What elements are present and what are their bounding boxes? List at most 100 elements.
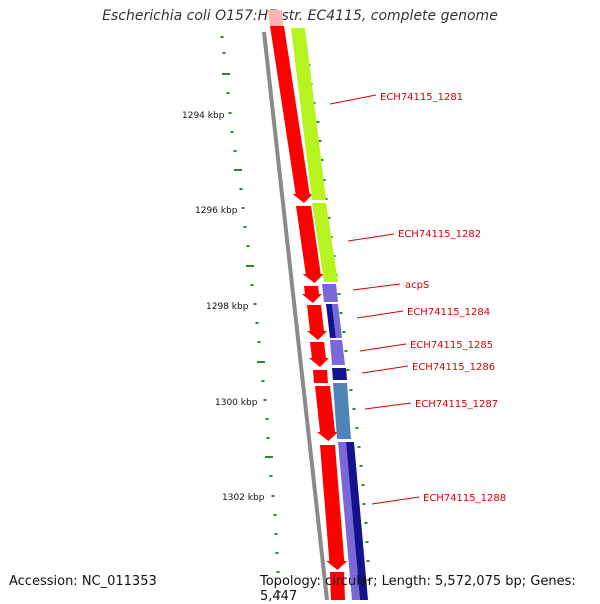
scale-tick: [327, 217, 331, 219]
gene-label[interactable]: ECH74115_1285: [410, 340, 493, 351]
scale-label: 1296 kbp: [195, 206, 238, 216]
gene-leader-line: [352, 283, 401, 291]
scale-labels: 1294 kbp 1296 kbp 1298 kbp 1300 kbp 1302 kbp: [182, 111, 265, 503]
feature-block-ech74115-1288-b: [346, 442, 368, 600]
gene-leader-line: [371, 496, 420, 505]
cds-arrow: [320, 445, 348, 570]
gene-label[interactable]: ECH74115_1288: [423, 493, 506, 504]
scale-tick: [346, 369, 350, 371]
scale-tick: [344, 350, 348, 352]
feature-block-ech74115-1282: [312, 203, 338, 282]
scale-tick: [362, 503, 366, 505]
scale-tick: [250, 284, 254, 286]
scale-label: 1294 kbp: [182, 111, 225, 121]
cds-arrow: [306, 305, 327, 340]
scale-tick: [266, 437, 270, 439]
feature-block-acps: [322, 284, 338, 302]
scale-tick: [222, 52, 226, 54]
scale-tick: [316, 121, 320, 123]
cds-arrows: [268, 10, 348, 600]
scale-tick: [273, 514, 277, 516]
feature-block-ech74115-1288: [338, 442, 360, 600]
gene-labels: ECH74115_1281 ECH74115_1282 acpS ECH74115_1…: [329, 92, 506, 505]
scale-tick: [275, 552, 279, 554]
feature-block-ech74115-1286: [332, 368, 347, 380]
scale-tick: [265, 418, 269, 420]
cds-arrow: [308, 342, 329, 367]
feature-blocks: [291, 28, 368, 600]
cds-arrow: [330, 572, 345, 600]
scale-tick: [337, 293, 341, 295]
scale-tick: [367, 579, 371, 581]
scale-tick: [269, 475, 273, 477]
scale-tick: [261, 380, 265, 382]
scale-tick: [228, 112, 232, 114]
gene-label[interactable]: ECH74115_1282: [398, 229, 481, 240]
scale-tick: [352, 408, 356, 410]
scale-tick: [271, 495, 275, 497]
scale-tick: [276, 571, 280, 573]
gene-leader-line: [356, 310, 404, 319]
scale-tick: [365, 541, 369, 543]
feature-block-ech74115-1284: [326, 304, 336, 338]
scale-label: 1300 kbp: [215, 398, 258, 408]
scale-tick: [274, 533, 278, 535]
scale-tick: [324, 198, 328, 200]
feature-block-edge: [332, 304, 342, 338]
gene-leader-line: [347, 233, 395, 242]
scale-tick: [355, 427, 359, 429]
cds-arrow: [301, 286, 322, 303]
scale-tick: [359, 465, 363, 467]
scale-label: 1302 kbp: [222, 493, 265, 503]
scale-tick: [342, 331, 346, 333]
scale-tick: [243, 226, 247, 228]
scale-tick: [277, 591, 281, 593]
gene-leader-line: [364, 402, 412, 410]
scale-tick: [222, 73, 230, 75]
scale-tick: [257, 341, 261, 343]
scale-tick: [320, 159, 324, 161]
scale-tick: [318, 140, 322, 142]
cds-arrow: [313, 370, 328, 383]
gene-label[interactable]: ECH74115_1281: [380, 92, 463, 103]
feature-block-ech74115-1281: [291, 28, 326, 200]
scale-tick: [257, 361, 265, 363]
gene-label[interactable]: acpS: [405, 280, 429, 291]
cds-arrow: [296, 206, 324, 283]
scale-tick: [239, 188, 243, 190]
scale-tick: [357, 446, 361, 448]
scale-tick: [265, 456, 273, 458]
backbone-line: [262, 31, 329, 600]
gene-label[interactable]: ECH74115_1287: [415, 399, 498, 410]
gene-label[interactable]: ECH74115_1284: [407, 307, 490, 318]
scale-tick: [220, 36, 224, 38]
scale-tick: [226, 92, 230, 94]
gene-label[interactable]: ECH74115_1286: [412, 362, 495, 373]
scale-tick: [234, 169, 242, 171]
scale-tick: [339, 312, 343, 314]
gene-leader-line: [359, 343, 407, 352]
scale-tick: [366, 560, 370, 562]
cds-arrow: [270, 26, 313, 203]
scale-tick: [364, 522, 368, 524]
scale-tick: [253, 303, 257, 305]
scale-tick: [349, 389, 353, 391]
scale-tick: [233, 150, 237, 152]
scale-tick: [246, 265, 254, 267]
gene-leader-line: [329, 94, 377, 105]
scale-tick: [322, 179, 326, 181]
accession-text: Accession: NC_011353: [9, 574, 157, 589]
genome-title: Escherichia coli O157:H7 str. EC4115, co…: [102, 8, 498, 24]
feature-block-ech74115-1285: [330, 340, 345, 365]
scale-tick: [246, 245, 250, 247]
scale-tick: [361, 484, 365, 486]
cds-arrow-faded: [268, 10, 283, 26]
scale-tick: [255, 322, 259, 324]
gene-leader-line: [361, 365, 409, 374]
scale-tick: [263, 399, 267, 401]
feature-block-ech74115-1287: [333, 383, 351, 439]
scale-tick: [241, 207, 245, 209]
cds-arrow: [315, 386, 339, 441]
scale-tick: [230, 131, 234, 133]
